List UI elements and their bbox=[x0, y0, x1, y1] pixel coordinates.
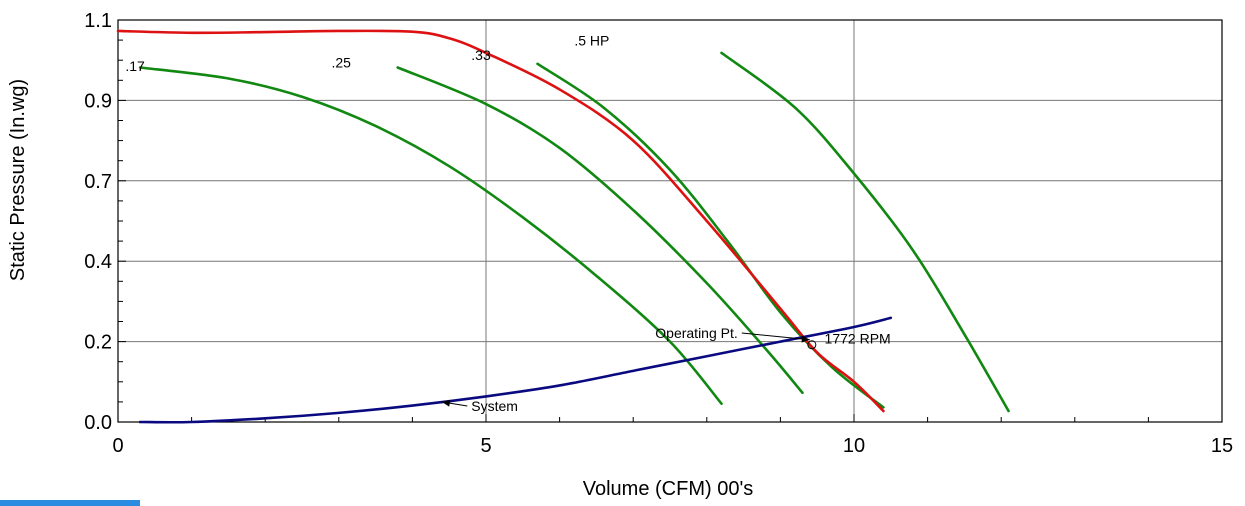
annotations: Operating Pt. 1772 RPM System bbox=[441, 325, 891, 414]
x-tick-label: 0 bbox=[112, 435, 123, 457]
x-tick-label: 5 bbox=[480, 435, 491, 457]
annotation-label: System bbox=[471, 398, 518, 414]
operating-point-marker bbox=[807, 340, 817, 350]
y-tick-label: 0.7 bbox=[84, 171, 112, 193]
y-tick-label: 0.0 bbox=[84, 412, 112, 434]
x-axis-title: Volume (CFM) 00's bbox=[583, 478, 754, 500]
series bbox=[116, 29, 1010, 424]
annotation-arrowhead bbox=[441, 399, 451, 407]
annotation-arrowhead bbox=[801, 335, 810, 343]
accent-bar bbox=[0, 500, 140, 506]
hp-curve-label: .5 HP bbox=[574, 33, 609, 49]
grid bbox=[117, 19, 1223, 423]
hp-curve-label: .17 bbox=[125, 58, 145, 74]
y-axis-title: Static Pressure (In.wg) bbox=[7, 79, 29, 281]
y-tick-label: 1.1 bbox=[84, 10, 112, 32]
annotation-label: 1772 RPM bbox=[825, 330, 891, 346]
minor-ticks bbox=[117, 19, 1223, 423]
x-tick-label: 10 bbox=[843, 435, 865, 457]
hp-curve-line-3 bbox=[536, 62, 885, 409]
hp-curve-line-4 bbox=[720, 51, 1010, 413]
system-curve-line bbox=[138, 316, 893, 424]
y-tick-label: 0.9 bbox=[84, 90, 112, 112]
annotation-arrow-line bbox=[741, 332, 810, 341]
hp-curve-line-1 bbox=[138, 66, 723, 406]
y-tick-label: 0.2 bbox=[84, 332, 112, 354]
x-tick-labels: 0 5 10 15 bbox=[112, 435, 1233, 457]
y-tick-label: 0.4 bbox=[84, 251, 112, 273]
y-tick-labels: 0.0 0.2 0.4 0.7 0.9 1.1 bbox=[84, 10, 112, 434]
curve-labels: .17 .25 .33 .5 HP bbox=[125, 33, 609, 75]
annotation-label: Operating Pt. bbox=[655, 325, 738, 341]
plot-area bbox=[117, 19, 1223, 423]
hp-curve-label: .25 bbox=[331, 55, 351, 71]
hp-curve-label: .33 bbox=[471, 47, 491, 63]
x-tick-label: 15 bbox=[1211, 435, 1233, 457]
